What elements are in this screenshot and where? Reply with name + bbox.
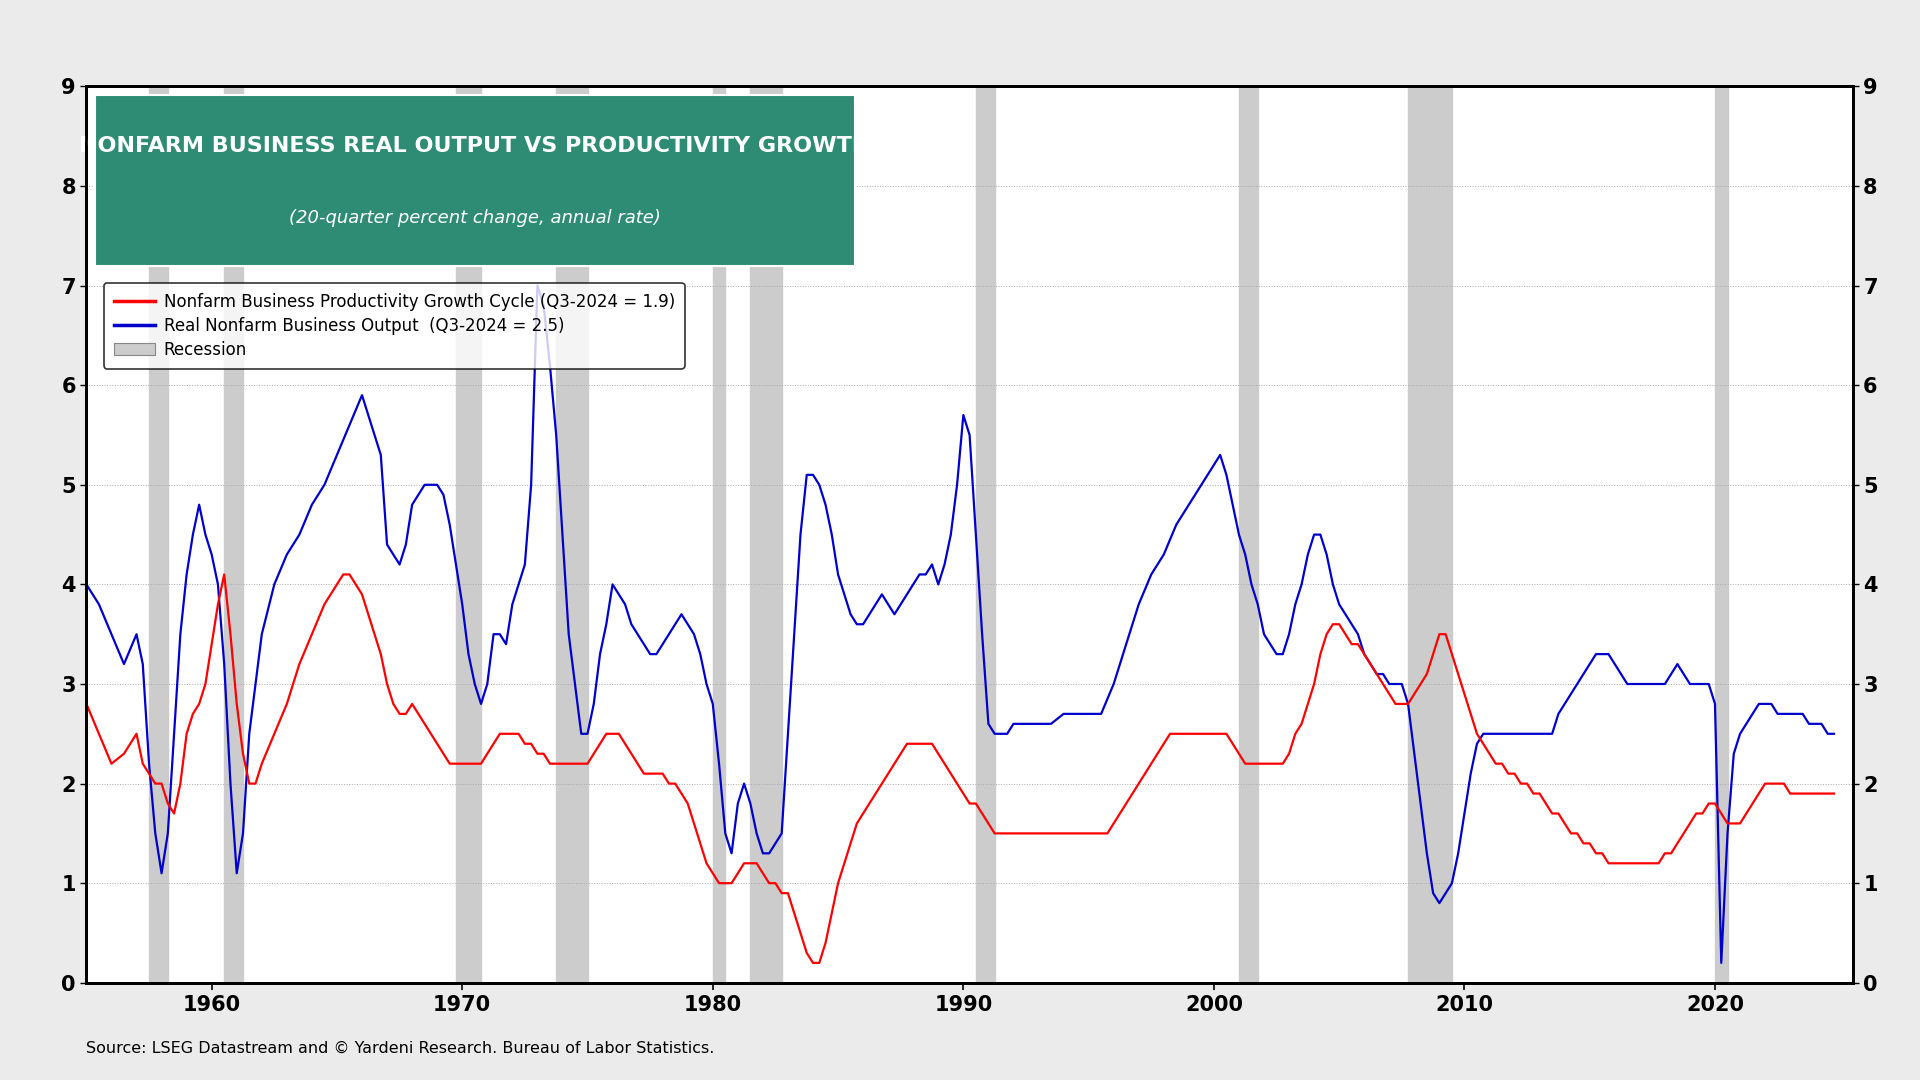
Bar (1238, 86, 1258, 983)
Text: Source: LSEG Datastream and © Yardeni Research. Bureau of Labor Statistics.: Source: LSEG Datastream and © Yardeni Re… (86, 1041, 714, 1056)
Bar (1407, 86, 1452, 983)
Bar (150, 86, 167, 983)
Bar (557, 86, 588, 983)
Bar (751, 86, 781, 983)
Bar (712, 86, 726, 983)
Bar (975, 86, 995, 983)
Legend: Nonfarm Business Productivity Growth Cycle (Q3-2024 = 1.9), Real Nonfarm Busines: Nonfarm Business Productivity Growth Cyc… (104, 283, 685, 368)
Bar (1715, 86, 1728, 983)
Bar (455, 86, 482, 983)
Bar (225, 86, 244, 983)
